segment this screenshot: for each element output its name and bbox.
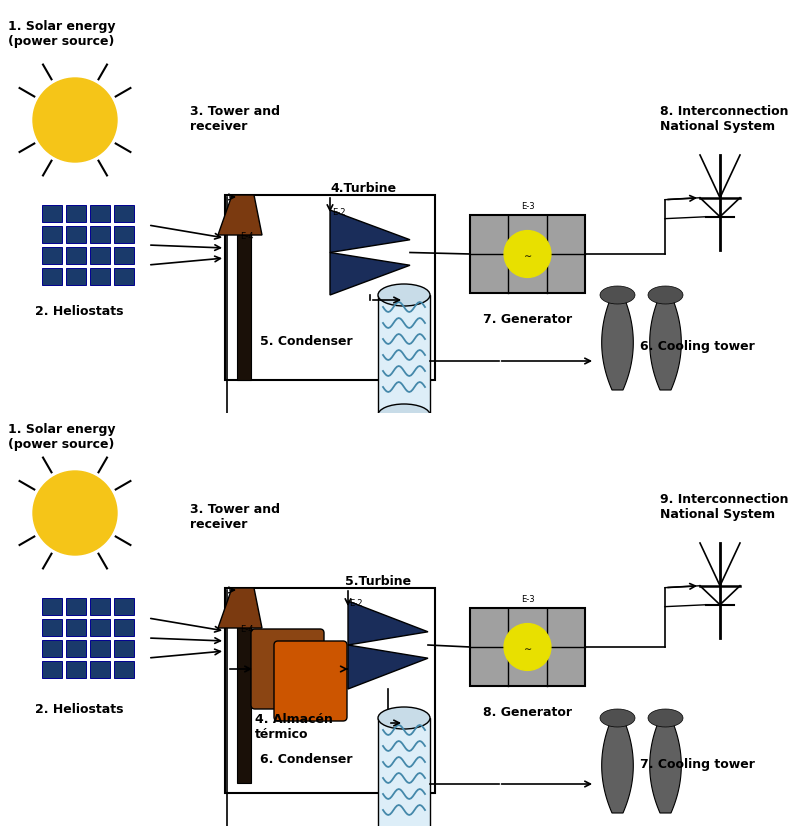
Bar <box>66 226 86 243</box>
Bar <box>470 215 585 293</box>
Bar <box>90 619 110 636</box>
Polygon shape <box>330 253 410 295</box>
Circle shape <box>504 624 551 671</box>
Ellipse shape <box>600 709 635 727</box>
Bar <box>114 598 134 615</box>
Polygon shape <box>218 195 262 235</box>
Text: $\sim$: $\sim$ <box>522 249 533 259</box>
Text: E-2: E-2 <box>332 208 345 217</box>
Bar <box>90 268 110 285</box>
Text: 3. Tower and
receiver: 3. Tower and receiver <box>190 105 280 133</box>
Bar <box>225 588 435 793</box>
Text: 7. Cooling tower: 7. Cooling tower <box>640 758 755 771</box>
Bar <box>66 661 86 678</box>
Bar <box>66 268 86 285</box>
Bar <box>90 226 110 243</box>
Bar <box>66 205 86 222</box>
Polygon shape <box>602 718 633 813</box>
Text: 1. Solar energy
(power source): 1. Solar energy (power source) <box>8 20 116 48</box>
Bar <box>114 640 134 657</box>
Bar <box>225 195 435 380</box>
Ellipse shape <box>600 286 635 304</box>
Ellipse shape <box>648 286 683 304</box>
Text: E-3: E-3 <box>521 595 534 604</box>
Text: 8. Generator: 8. Generator <box>483 706 572 719</box>
Circle shape <box>504 230 551 278</box>
FancyBboxPatch shape <box>251 629 324 709</box>
Text: 2. Heliostats: 2. Heliostats <box>35 703 124 716</box>
Bar <box>470 608 585 686</box>
Polygon shape <box>650 718 681 813</box>
Text: 7. Generator: 7. Generator <box>483 313 572 326</box>
Bar <box>42 619 62 636</box>
Bar <box>42 205 62 222</box>
Bar <box>42 247 62 264</box>
Bar <box>90 205 110 222</box>
Circle shape <box>33 471 117 555</box>
Bar <box>114 619 134 636</box>
Polygon shape <box>330 210 410 253</box>
Bar <box>42 268 62 285</box>
Polygon shape <box>348 645 428 689</box>
Bar <box>114 226 134 243</box>
Bar <box>237 195 251 380</box>
Bar <box>90 247 110 264</box>
Bar <box>90 598 110 615</box>
Bar <box>114 661 134 678</box>
Text: 9. Interconnection
National System: 9. Interconnection National System <box>660 493 789 521</box>
Bar <box>237 588 251 783</box>
Text: 5. Condenser: 5. Condenser <box>260 335 353 348</box>
Ellipse shape <box>378 707 430 729</box>
Polygon shape <box>650 295 681 390</box>
Text: E-4: E-4 <box>240 232 253 241</box>
Bar <box>114 268 134 285</box>
Text: 4.Turbine: 4.Turbine <box>330 182 396 195</box>
Bar <box>42 661 62 678</box>
Circle shape <box>33 78 117 162</box>
Text: E-3: E-3 <box>521 202 534 211</box>
Text: $\sim$: $\sim$ <box>522 642 533 652</box>
Bar <box>378 295 430 415</box>
Bar <box>66 247 86 264</box>
Ellipse shape <box>648 709 683 727</box>
Polygon shape <box>218 588 262 628</box>
Text: E-4: E-4 <box>240 625 253 634</box>
Bar <box>42 640 62 657</box>
Text: 5.Turbine: 5.Turbine <box>345 575 411 588</box>
Text: 8. Interconnection
National System: 8. Interconnection National System <box>660 105 789 133</box>
Bar <box>114 205 134 222</box>
Bar <box>42 598 62 615</box>
Text: 4. Almacén
térmico: 4. Almacén térmico <box>255 713 332 741</box>
Text: 1. Solar energy
(power source): 1. Solar energy (power source) <box>8 423 116 451</box>
Bar <box>114 247 134 264</box>
Polygon shape <box>602 295 633 390</box>
Text: 6. Condenser: 6. Condenser <box>260 753 353 766</box>
Bar <box>90 661 110 678</box>
Bar <box>42 226 62 243</box>
Bar <box>66 619 86 636</box>
Ellipse shape <box>378 284 430 306</box>
Bar <box>378 718 430 826</box>
Bar <box>66 598 86 615</box>
Text: 6. Cooling tower: 6. Cooling tower <box>640 340 755 353</box>
Text: E-2: E-2 <box>349 599 362 608</box>
FancyBboxPatch shape <box>274 641 347 721</box>
Bar <box>66 640 86 657</box>
Polygon shape <box>348 601 428 645</box>
Ellipse shape <box>378 404 430 426</box>
Text: 2. Heliostats: 2. Heliostats <box>35 305 124 318</box>
Bar <box>90 640 110 657</box>
Text: 3. Tower and
receiver: 3. Tower and receiver <box>190 503 280 531</box>
